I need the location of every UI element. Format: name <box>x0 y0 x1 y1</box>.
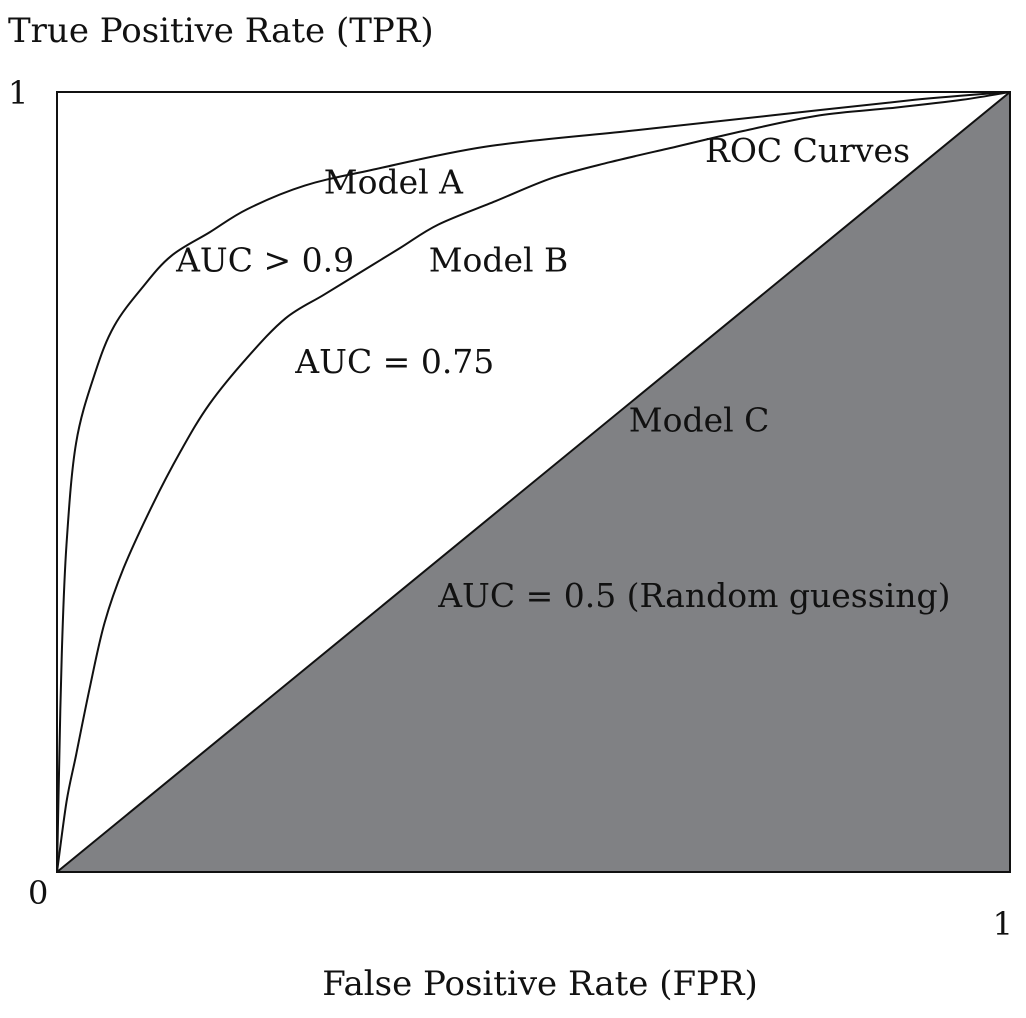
plot-frame <box>56 91 1011 873</box>
annotation-label: Model A <box>324 162 464 201</box>
origin-tick-label: 0 <box>28 874 48 912</box>
y-tick-label: 1 <box>8 74 28 112</box>
annotation-label: Model B <box>429 240 569 279</box>
annotation-layer: ROC Curves Model A AUC > 0.9 Model B AUC = 0… <box>175 131 950 615</box>
x-tick-label: 1 <box>993 905 1013 943</box>
annotation-label: AUC > 0.9 <box>175 240 354 279</box>
x-axis-title: False Positive Rate (FPR) <box>322 964 758 1004</box>
y-axis-title: True Positive Rate (TPR) <box>8 11 434 51</box>
curve-layer <box>56 91 1011 873</box>
roc-curve-model-b <box>56 91 1011 873</box>
roc-curve-model-a <box>56 91 1011 873</box>
annotation-label: AUC = 0.75 <box>294 342 494 381</box>
roc-curve-model-c <box>56 91 1011 873</box>
annotation-label: ROC Curves <box>705 131 910 170</box>
annotation-label: Model C <box>629 400 770 439</box>
annotation-label: AUC = 0.5 (Random guessing) <box>437 576 950 615</box>
